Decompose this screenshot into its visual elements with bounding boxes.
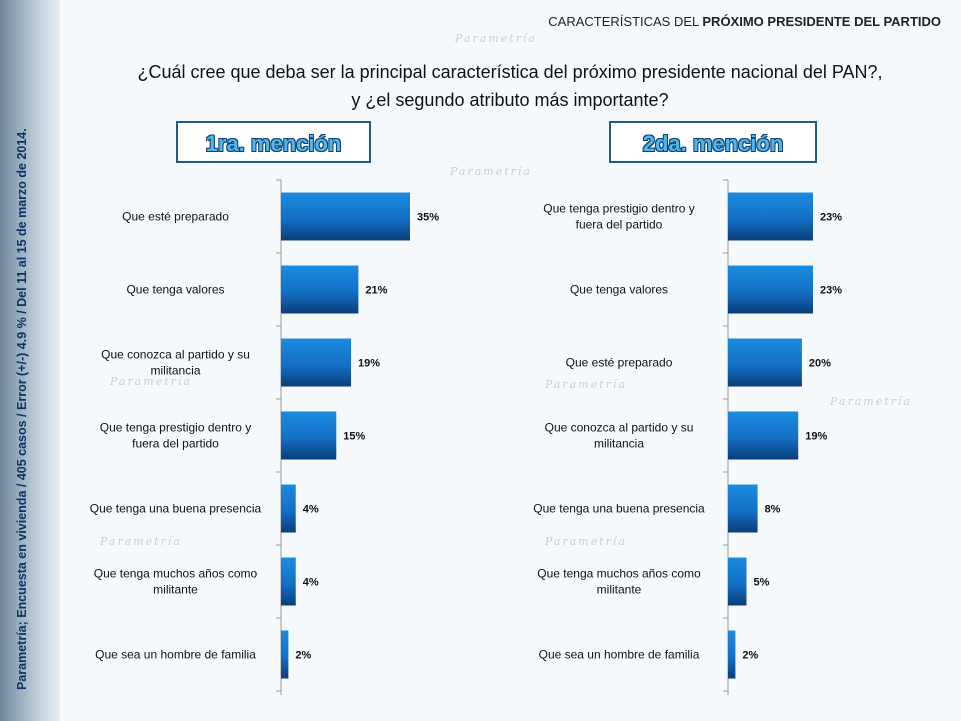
bar: [728, 557, 747, 606]
bar: [728, 630, 736, 679]
category-label: Que tenga una buena presencia: [90, 502, 262, 516]
bar: [281, 484, 296, 533]
watermark: Parametría: [110, 375, 192, 388]
watermark: Parametría: [545, 378, 627, 391]
bar: [281, 411, 337, 460]
bar: [281, 630, 289, 679]
header-bold: PRÓXIMO PRESIDENTE DEL PARTIDO: [702, 14, 941, 29]
value-label: 8%: [765, 504, 781, 516]
category-label: Que esté preparado: [122, 210, 229, 224]
watermark: Parametría: [450, 165, 532, 178]
watermark: Parametría: [455, 32, 537, 45]
header-prefix: CARACTERÍSTICAS DEL: [548, 14, 703, 29]
bar: [281, 192, 410, 241]
bar: [728, 484, 758, 533]
slide-header: CARACTERÍSTICAS DEL PRÓXIMO PRESIDENTE D…: [548, 14, 941, 29]
category-label: Que tenga muchos años como militante: [537, 567, 701, 597]
question-line-2: y ¿el segundo atributo más importante?: [351, 90, 669, 110]
bar: [728, 265, 813, 314]
category-label: Que tenga valores: [126, 283, 224, 297]
watermark: Parametría: [830, 395, 912, 408]
category-label: Que sea un hombre de familia: [539, 648, 700, 662]
category-label: Que tenga valores: [570, 283, 668, 297]
category-label: Que sea un hombre de familia: [95, 648, 256, 662]
watermark: Parametría: [545, 535, 627, 548]
sidebar-band: Parametría; Encuesta en vivienda / 405 c…: [0, 0, 60, 721]
value-label: 2%: [295, 650, 311, 662]
category-label: Que esté preparado: [566, 356, 673, 370]
category-label: Que tenga prestigio dentro y fuera del pa…: [100, 421, 251, 451]
value-label: 4%: [303, 504, 319, 516]
bar: [281, 265, 359, 314]
question-line-1: ¿Cuál cree que deba ser la principal car…: [137, 62, 883, 82]
value-label: 2%: [742, 650, 758, 662]
value-label: 19%: [805, 431, 827, 443]
category-label: Que tenga muchos años como militante: [94, 567, 258, 597]
category-label: Que conozca al partido y su militancia: [101, 348, 250, 378]
value-label: 4%: [303, 577, 319, 589]
value-label: 35%: [417, 212, 439, 224]
question-title: ¿Cuál cree que deba ser la principal car…: [70, 58, 950, 114]
value-label: 20%: [809, 358, 831, 370]
value-label: 15%: [343, 431, 365, 443]
bar: [728, 192, 813, 241]
category-label: Que conozca al partido y su militancia: [545, 421, 694, 451]
value-label: 23%: [820, 212, 842, 224]
value-label: 5%: [753, 577, 769, 589]
category-label: Que tenga una buena presencia: [533, 502, 705, 516]
bar: [728, 411, 799, 460]
value-label: 19%: [358, 358, 380, 370]
bar: [281, 557, 296, 606]
panel-title-second-mention: 2da. mención: [609, 121, 817, 163]
bar: [281, 338, 352, 387]
value-label: 23%: [820, 285, 842, 297]
category-label: Que tenga prestigio dentro y fuera del pa…: [543, 202, 694, 232]
panel-title-first-mention: 1ra. mención: [176, 121, 371, 163]
bar: [728, 338, 802, 387]
watermark: Parametría: [100, 535, 182, 548]
value-label: 21%: [365, 285, 387, 297]
